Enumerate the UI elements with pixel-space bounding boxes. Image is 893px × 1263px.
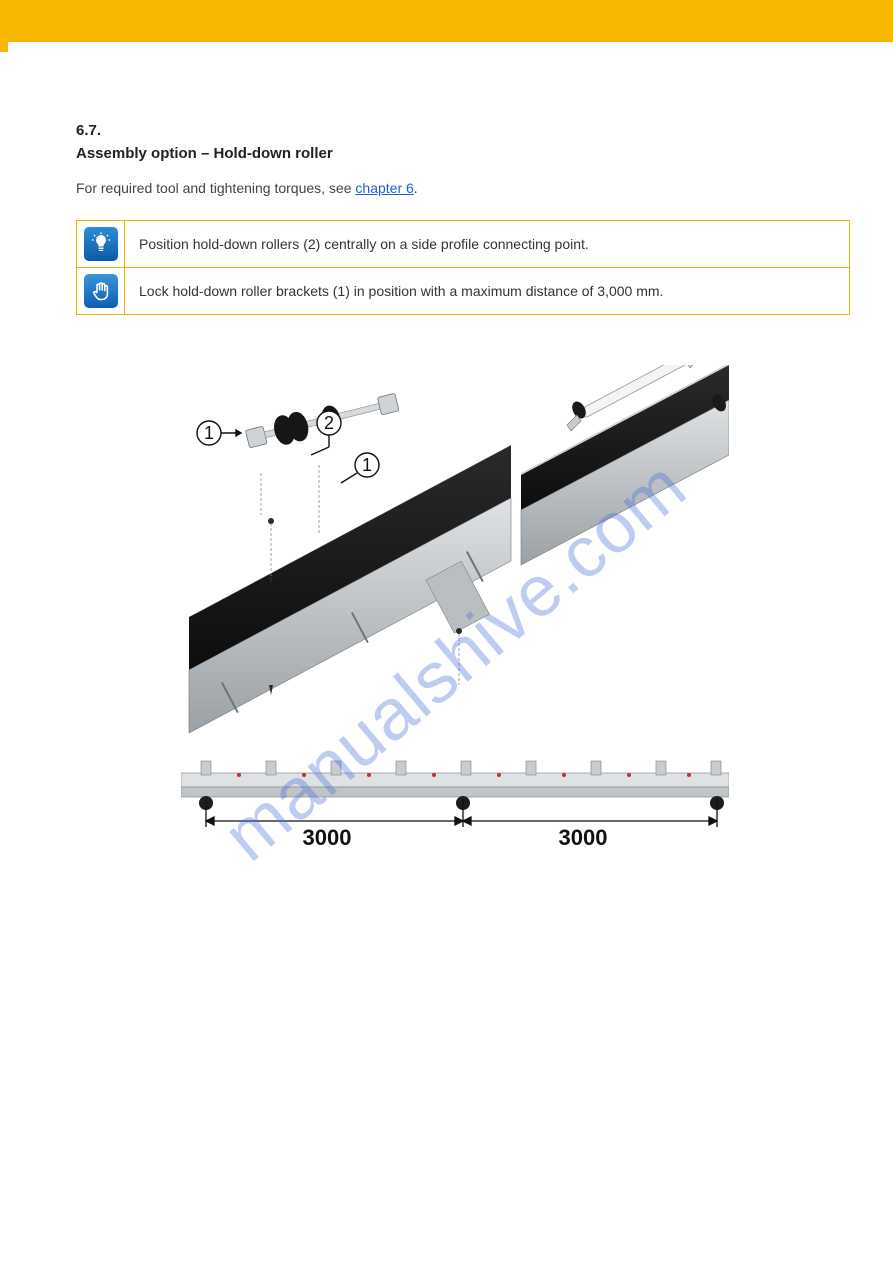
callout-1a: 1 (203, 423, 213, 443)
header-bar (0, 0, 893, 42)
figure-area: 1 2 1 (181, 365, 729, 875)
tip-icon (84, 227, 118, 261)
intro-line: For required tool and tightening torques… (76, 180, 833, 196)
section-number: 6.7. (76, 122, 833, 139)
note-row-hand: Lock hold-down roller brackets (1) in po… (77, 268, 850, 315)
note-icon-cell-hand (77, 268, 125, 315)
figure-bottom: 3000 3000 (181, 755, 729, 875)
note-text-hand: Lock hold-down roller brackets (1) in po… (125, 268, 850, 315)
hand-icon (84, 274, 118, 308)
intro-link[interactable]: chapter 6 (355, 180, 413, 196)
page-content: 6.7. Assembly option – Hold-down roller … (0, 42, 893, 955)
dimension-left: 3000 (303, 825, 352, 851)
callout-1b: 1 (361, 455, 371, 475)
callout-2: 2 (323, 413, 333, 433)
intro-prefix: For required tool and tightening torques… (76, 180, 355, 196)
left-gutter (0, 42, 8, 52)
note-icon-cell-tip (77, 221, 125, 268)
dimension-right: 3000 (559, 825, 608, 851)
notes-table: Position hold-down rollers (2) centrally… (76, 220, 850, 315)
figure-top: 1 2 1 (181, 365, 729, 735)
section-title: Assembly option – Hold-down roller (76, 145, 833, 162)
intro-suffix: . (414, 180, 418, 196)
note-text-tip: Position hold-down rollers (2) centrally… (125, 221, 850, 268)
note-row-tip: Position hold-down rollers (2) centrally… (77, 221, 850, 268)
